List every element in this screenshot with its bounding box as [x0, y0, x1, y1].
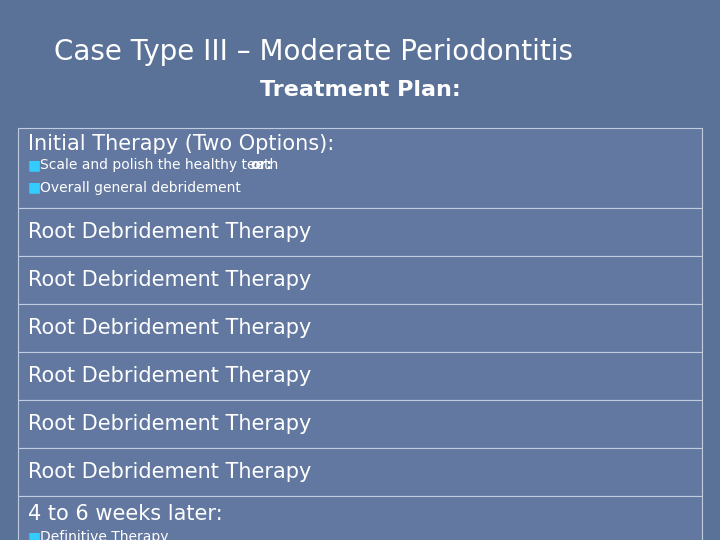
Text: ■: ■	[28, 180, 41, 194]
Bar	[18, 128, 702, 208]
Text: Root Debridement Therapy: Root Debridement Therapy	[28, 414, 311, 434]
Text: Root Debridement Therapy: Root Debridement Therapy	[28, 462, 311, 482]
Bar	[18, 304, 702, 352]
Text: Scale and polish the healthy teeth: Scale and polish the healthy teeth	[40, 158, 283, 172]
Text: ■: ■	[28, 530, 41, 540]
Bar	[18, 448, 702, 496]
Text: Definitive Therapy: Definitive Therapy	[40, 530, 168, 540]
Text: or:: or:	[250, 158, 272, 172]
Bar	[18, 496, 702, 540]
Text: Root Debridement Therapy: Root Debridement Therapy	[28, 318, 311, 338]
Bar	[18, 208, 702, 256]
Text: Root Debridement Therapy: Root Debridement Therapy	[28, 366, 311, 386]
Bar	[18, 256, 702, 304]
Bar	[18, 400, 702, 448]
Text: Treatment Plan:: Treatment Plan:	[260, 80, 460, 100]
Text: Root Debridement Therapy: Root Debridement Therapy	[28, 222, 311, 242]
Text: Root Debridement Therapy: Root Debridement Therapy	[28, 270, 311, 290]
Text: Case Type III – Moderate Periodontitis: Case Type III – Moderate Periodontitis	[54, 38, 573, 66]
Text: Initial Therapy (Two Options):: Initial Therapy (Two Options):	[28, 134, 334, 154]
Bar	[18, 352, 702, 400]
Text: ■: ■	[28, 158, 41, 172]
Text: Overall general debridement: Overall general debridement	[40, 180, 241, 194]
Text: 4 to 6 weeks later:: 4 to 6 weeks later:	[28, 504, 222, 524]
